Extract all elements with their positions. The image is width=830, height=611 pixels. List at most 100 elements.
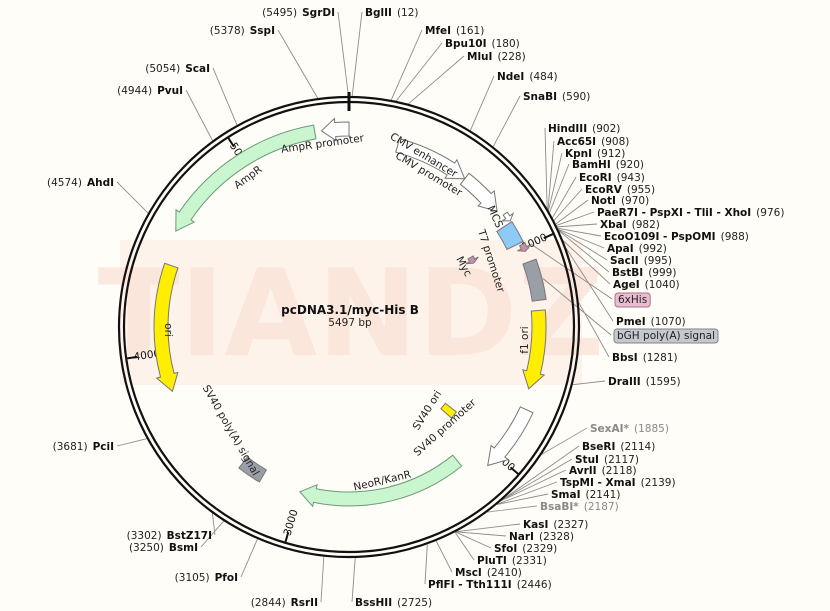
paren: )	[745, 231, 749, 243]
feature-ori[interactable]	[153, 262, 179, 393]
site-label-snabi[interactable]: SnaBI (590)	[523, 91, 590, 103]
site-label-agei[interactable]: AgeI (1040)	[613, 279, 680, 291]
site-label-msci[interactable]: MscI (2410)	[455, 567, 522, 579]
site-label-mlui[interactable]: MluI (228)	[467, 51, 526, 63]
site-position: 1070	[655, 316, 682, 328]
site-label-bsabi-[interactable]: BsaBI* (2187)	[540, 501, 619, 513]
site-label-pfoi[interactable]: (3105) PfoI	[175, 572, 238, 584]
site-label-acc65i[interactable]: Acc65I (908)	[557, 136, 629, 148]
paren: )	[640, 159, 644, 171]
feature-ampr-promoter[interactable]	[320, 117, 350, 142]
feature-myc[interactable]	[465, 255, 479, 265]
site-label-pluti[interactable]: PluTI (2331)	[477, 555, 547, 567]
site-label-mfei[interactable]: MfeI (161)	[425, 25, 484, 37]
paren: )	[554, 71, 558, 83]
site-label-sgrdi[interactable]: (5495) SgrDI	[262, 7, 335, 19]
feature-cmv-promoter[interactable]	[459, 172, 498, 212]
site-label-pvui[interactable]: (4944) PvuI	[117, 85, 183, 97]
site-position: 4944	[121, 85, 148, 97]
feature-f1-ori[interactable]	[522, 309, 547, 390]
site-label-ahdi[interactable]: (4574) AhdI	[47, 177, 114, 189]
site-name: Acc65I	[557, 136, 596, 148]
site-label-pcii[interactable]: (3681) PciI	[53, 441, 114, 453]
site-label-draiii[interactable]: DraIII (1595)	[608, 376, 681, 388]
site-label-sexai-[interactable]: SexAI* (1885)	[590, 423, 669, 435]
paren: (	[522, 543, 526, 555]
site-leader-line	[555, 199, 589, 225]
site-label-bpu10i[interactable]: Bpu10I (180)	[445, 38, 520, 50]
site-label-sfoi[interactable]: SfoI (2329)	[494, 543, 557, 555]
paren: (	[262, 7, 266, 19]
feature-callout[interactable]: bGH poly(A) signal	[613, 328, 719, 344]
tick-label: 3000	[282, 508, 301, 537]
site-label-nari[interactable]: NarI (2328)	[509, 531, 574, 543]
site-leader-line	[501, 458, 573, 501]
paren: (	[539, 531, 543, 543]
feature-neor-kanr[interactable]	[299, 454, 463, 508]
site-label-ecoo109i-pspomi[interactable]: EcoO109I - PspOMI (988)	[604, 231, 749, 243]
site-label-sspi[interactable]: (5378) SspI	[210, 25, 275, 37]
site-label-kasi[interactable]: KasI (2327)	[523, 519, 588, 531]
paren: (	[129, 542, 133, 554]
site-leader-line	[496, 493, 549, 505]
feature-bgh-poly-a-signal[interactable]	[522, 258, 547, 302]
site-label-bseri[interactable]: BseRI (2114)	[582, 441, 655, 453]
feature-t7-promoter[interactable]	[500, 211, 515, 222]
site-label-bbsi[interactable]: BbsI (1281)	[612, 352, 678, 364]
site-label-bglii[interactable]: BglII (12)	[365, 7, 419, 19]
site-label-kpni[interactable]: KpnI (912)	[565, 148, 625, 160]
paren: (	[617, 172, 621, 184]
feature-6xhis[interactable]	[517, 242, 532, 252]
paren: )	[668, 255, 672, 267]
site-label-bstbi[interactable]: BstBI (999)	[612, 267, 676, 279]
site-label-pflfi-tth111i[interactable]: PflFI - Tth111I (2446)	[428, 579, 552, 591]
paren: (	[627, 184, 631, 196]
site-label-ecori[interactable]: EcoRI (943)	[579, 172, 645, 184]
paren: )	[480, 25, 484, 37]
site-label-bsshii[interactable]: BssHII (2725)	[355, 597, 432, 609]
site-label-stui[interactable]: StuI (2117)	[575, 454, 639, 466]
site-name: EcoRI	[579, 172, 612, 184]
site-label-noti[interactable]: NotI (970)	[591, 195, 649, 207]
site-label-avrii[interactable]: AvrII (2118)	[569, 465, 637, 477]
paren: (	[397, 7, 401, 19]
feature-ampr[interactable]	[175, 124, 317, 232]
site-label-ndei[interactable]: NdeI (484)	[497, 71, 558, 83]
feature-mcs[interactable]	[496, 220, 524, 251]
site-label-tspmi-xmai[interactable]: TspMI - XmaI (2139)	[560, 477, 676, 489]
feature-sv40-poly-a-signal[interactable]	[238, 456, 268, 483]
paren: (	[620, 441, 624, 453]
site-label-scai[interactable]: (5054) ScaI	[145, 63, 210, 75]
paren: )	[651, 441, 655, 453]
site-label-smai[interactable]: SmaI (2141)	[551, 489, 620, 501]
site-label-bsmi[interactable]: (3250) BsmI	[129, 542, 198, 554]
site-name: MfeI	[425, 25, 451, 37]
site-name: BamHI	[572, 159, 611, 171]
site-name: BstZ17I	[167, 530, 212, 542]
callout-text: bGH poly(A) signal	[617, 330, 715, 342]
feature-cmv-enhancer[interactable]	[395, 137, 466, 180]
site-label-apai[interactable]: ApaI (992)	[607, 243, 667, 255]
feature-sv40-promoter[interactable]	[487, 406, 534, 467]
site-leader-line	[454, 531, 475, 561]
paren: )	[206, 572, 210, 584]
site-label-pmei[interactable]: PmeI (1070)	[616, 316, 686, 328]
site-label-sacii[interactable]: SacII (995)	[610, 255, 672, 267]
paren: (	[497, 51, 501, 63]
site-label-bamhi[interactable]: BamHI (920)	[572, 159, 644, 171]
paren: (	[175, 572, 179, 584]
site-position: 982	[636, 219, 656, 231]
site-label-ecorv[interactable]: EcoRV (955)	[585, 184, 655, 196]
feature-callout[interactable]: 6xHis	[614, 292, 651, 308]
site-label-rsrii[interactable]: (2844) RsrII	[251, 597, 318, 609]
site-label-xbai[interactable]: XbaI (982)	[600, 219, 660, 231]
site-label-paer7i-pspxi-tlii-xhoi[interactable]: PaeR7I - PspXI - TliI - XhoI (976)	[597, 207, 784, 219]
site-leader-line	[492, 95, 521, 147]
site-leader-line	[501, 469, 567, 501]
feature-sv40-ori[interactable]	[440, 402, 458, 419]
site-leader-line	[116, 181, 149, 214]
paren: (	[651, 316, 655, 328]
site-label-bstz17i[interactable]: (3302) BstZ17I	[127, 530, 212, 542]
paren: (	[251, 597, 255, 609]
site-label-hindiii[interactable]: HindIII (902)	[548, 123, 620, 135]
